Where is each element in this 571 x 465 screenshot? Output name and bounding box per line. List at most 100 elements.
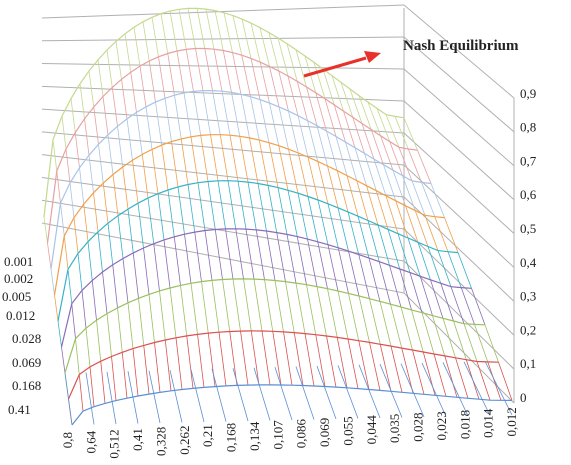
surface-cross-line xyxy=(54,294,59,322)
surface-cross-line xyxy=(274,280,284,332)
surface-cross-line xyxy=(378,261,391,305)
surface-cross-line xyxy=(87,241,93,281)
surface-cross-line xyxy=(336,337,348,388)
surface-cross-line xyxy=(315,334,326,387)
surface-cross-line xyxy=(175,337,183,390)
surface-cross-line xyxy=(296,81,308,121)
surface-cross-line xyxy=(333,104,346,143)
y-tick-label: 0.069 xyxy=(12,355,41,370)
surface-cross-line xyxy=(288,111,299,154)
surface-cross-line xyxy=(158,56,166,99)
surface-cross-line xyxy=(89,366,95,407)
surface-cross-line xyxy=(348,293,360,341)
surface-cross-line xyxy=(157,193,165,240)
x-tick-label: 0,055 xyxy=(340,416,355,445)
surface-cross-line xyxy=(122,166,129,210)
surface-cross-line xyxy=(414,210,429,247)
surface-cross-line xyxy=(88,155,94,193)
surface-cross-line xyxy=(395,200,409,239)
surface-cross-line xyxy=(315,92,327,132)
surface-cross-line xyxy=(358,295,370,343)
base-grid-line xyxy=(232,368,249,422)
surface-cross-line xyxy=(117,215,124,259)
surface-cross-line xyxy=(93,192,99,232)
surface-cross-line xyxy=(357,216,370,259)
surface-cross-line xyxy=(307,120,319,162)
surface-cross-line xyxy=(126,118,133,161)
surface-cross-line xyxy=(297,193,308,240)
surface-cross-line xyxy=(214,229,223,280)
surface-cross-line xyxy=(202,90,211,135)
base-grid-line xyxy=(127,371,139,424)
surface-cross-line xyxy=(214,10,224,51)
surface-cross-line xyxy=(272,331,282,386)
surface-cross-line xyxy=(143,345,150,395)
back-wall-gridline xyxy=(41,222,405,294)
x-tick-label: 0,044 xyxy=(364,415,379,445)
surface-cross-line xyxy=(390,346,403,393)
surface-cross-line xyxy=(376,108,391,142)
surface-cross-line xyxy=(457,252,472,289)
z-tick-label: 0,7 xyxy=(520,153,537,168)
surface-cross-line xyxy=(231,92,241,137)
surface-cross-line xyxy=(243,278,252,331)
surface-cross-line xyxy=(185,49,194,92)
surface-cross-line xyxy=(71,303,76,339)
base-grid-line xyxy=(148,370,161,424)
surface-cross-line xyxy=(176,50,185,93)
surface-cross-line xyxy=(77,253,83,291)
surface-cross-line xyxy=(133,27,141,67)
surface-cross-line xyxy=(240,94,250,139)
surface-cross-line xyxy=(115,41,122,80)
surface-cross-line xyxy=(266,230,276,281)
surface-cross-line xyxy=(187,184,196,233)
surface-cross-line xyxy=(484,324,499,363)
base-grid-line xyxy=(274,367,293,421)
surface-cross-line xyxy=(337,290,349,340)
surface-cross-line xyxy=(207,181,216,230)
surface-cross-line xyxy=(250,23,261,63)
surface-cross-line xyxy=(163,239,171,289)
surface-cross-line xyxy=(335,136,348,176)
surface-cross-line xyxy=(261,330,271,385)
surface-cross-line xyxy=(369,298,381,345)
y-tick-label: 0.002 xyxy=(4,271,33,286)
surface-cross-line xyxy=(235,228,244,279)
surface-cross-line xyxy=(269,66,280,107)
surface-cross-line xyxy=(392,170,406,206)
surface-series-line xyxy=(71,384,513,426)
surface-cross-line xyxy=(106,49,113,88)
surface-cross-line xyxy=(411,309,424,353)
x-tick-label: 0,014 xyxy=(481,408,496,438)
surface-cross-line xyxy=(159,290,166,341)
surface-cross-line xyxy=(387,229,401,270)
surface-cross-line xyxy=(178,9,187,50)
surface-cross-line xyxy=(394,116,409,150)
surface-cross-line xyxy=(167,53,175,96)
surface-cross-line xyxy=(151,17,159,57)
surface-cross-line xyxy=(132,252,139,299)
surface-cross-line xyxy=(358,340,370,390)
surface-cross-line xyxy=(111,356,117,401)
surface-cross-line xyxy=(237,181,247,230)
surface-cross-line xyxy=(117,307,123,353)
surface-cross-line xyxy=(297,115,309,158)
surface-cross-line xyxy=(136,112,143,155)
surface-cross-line xyxy=(307,156,319,201)
surface-cross-line xyxy=(148,294,155,343)
base-grid-line xyxy=(64,372,73,426)
surface-cross-line xyxy=(412,349,425,395)
surface-cross-line xyxy=(336,170,349,213)
side-wall-gridline xyxy=(403,260,515,370)
surface-cross-line xyxy=(322,68,335,105)
surface-cross-line xyxy=(65,148,71,183)
x-tick-label: 0,134 xyxy=(247,421,262,451)
surface-cross-line xyxy=(52,139,58,172)
surface-cross-line xyxy=(96,320,102,362)
surface-cross-line xyxy=(419,276,433,316)
surface-cross-line xyxy=(122,258,129,303)
surface-cross-line xyxy=(143,247,150,295)
surface-cross-line xyxy=(56,170,61,204)
surface-cross-line xyxy=(112,174,119,216)
